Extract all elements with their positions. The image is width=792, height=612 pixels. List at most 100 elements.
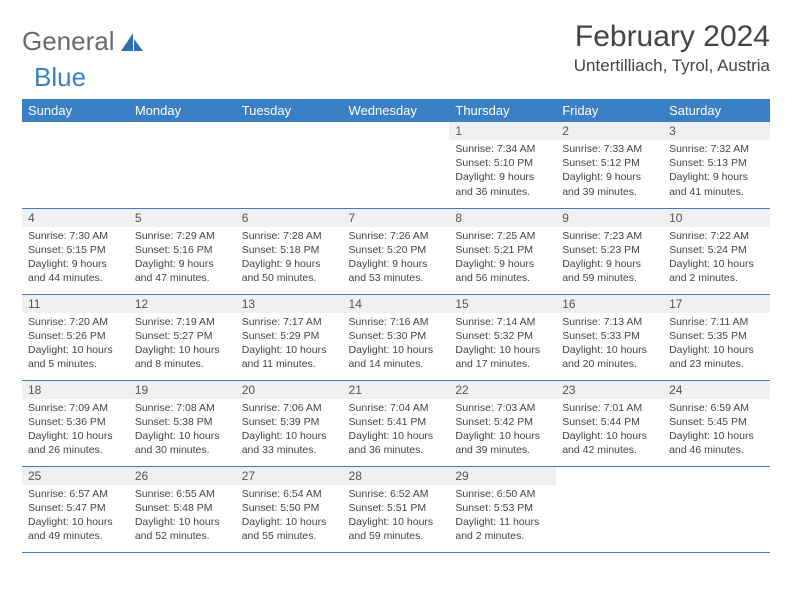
calendar-day-cell: 26Sunrise: 6:55 AMSunset: 5:48 PMDayligh… [129,466,236,552]
month-title: February 2024 [574,20,770,54]
day-details [129,140,236,146]
day-details: Sunrise: 7:26 AMSunset: 5:20 PMDaylight:… [343,227,450,290]
sunrise-text: Sunrise: 7:25 AM [455,229,550,243]
sunrise-text: Sunrise: 7:11 AM [669,315,764,329]
day-details: Sunrise: 7:01 AMSunset: 5:44 PMDaylight:… [556,399,663,462]
calendar-day-cell [663,466,770,552]
calendar-day-cell: 13Sunrise: 7:17 AMSunset: 5:29 PMDayligh… [236,294,343,380]
daylight-text: Daylight: 10 hours and 36 minutes. [349,429,444,457]
day-number: 21 [343,381,450,399]
sunset-text: Sunset: 5:12 PM [562,156,657,170]
day-number: 18 [22,381,129,399]
calendar-week-row: 11Sunrise: 7:20 AMSunset: 5:26 PMDayligh… [22,294,770,380]
sunrise-text: Sunrise: 6:50 AM [455,487,550,501]
day-number: 22 [449,381,556,399]
calendar-day-cell: 10Sunrise: 7:22 AMSunset: 5:24 PMDayligh… [663,208,770,294]
calendar-day-cell: 24Sunrise: 6:59 AMSunset: 5:45 PMDayligh… [663,380,770,466]
calendar-day-cell: 29Sunrise: 6:50 AMSunset: 5:53 PMDayligh… [449,466,556,552]
sunset-text: Sunset: 5:38 PM [135,415,230,429]
weekday-header: Sunday [22,99,129,122]
daylight-text: Daylight: 10 hours and 49 minutes. [28,515,123,543]
calendar-day-cell: 28Sunrise: 6:52 AMSunset: 5:51 PMDayligh… [343,466,450,552]
calendar-week-row: 1Sunrise: 7:34 AMSunset: 5:10 PMDaylight… [22,122,770,208]
calendar-day-cell: 15Sunrise: 7:14 AMSunset: 5:32 PMDayligh… [449,294,556,380]
day-number: 10 [663,209,770,227]
sunrise-text: Sunrise: 7:19 AM [135,315,230,329]
sunset-text: Sunset: 5:42 PM [455,415,550,429]
day-number: 6 [236,209,343,227]
day-number [236,122,343,140]
sunrise-text: Sunrise: 7:13 AM [562,315,657,329]
daylight-text: Daylight: 10 hours and 59 minutes. [349,515,444,543]
day-details: Sunrise: 7:09 AMSunset: 5:36 PMDaylight:… [22,399,129,462]
calendar-day-cell: 2Sunrise: 7:33 AMSunset: 5:12 PMDaylight… [556,122,663,208]
day-details: Sunrise: 6:57 AMSunset: 5:47 PMDaylight:… [22,485,129,548]
day-details: Sunrise: 7:30 AMSunset: 5:15 PMDaylight:… [22,227,129,290]
sunset-text: Sunset: 5:45 PM [669,415,764,429]
sunset-text: Sunset: 5:29 PM [242,329,337,343]
sunset-text: Sunset: 5:36 PM [28,415,123,429]
sunrise-text: Sunrise: 7:33 AM [562,142,657,156]
calendar-day-cell: 18Sunrise: 7:09 AMSunset: 5:36 PMDayligh… [22,380,129,466]
daylight-text: Daylight: 10 hours and 30 minutes. [135,429,230,457]
location-text: Untertilliach, Tyrol, Austria [574,56,770,76]
day-number: 14 [343,295,450,313]
day-details [236,140,343,146]
day-details [556,485,663,491]
sunset-text: Sunset: 5:23 PM [562,243,657,257]
sunrise-text: Sunrise: 7:23 AM [562,229,657,243]
daylight-text: Daylight: 10 hours and 14 minutes. [349,343,444,371]
sunset-text: Sunset: 5:20 PM [349,243,444,257]
brand-word-2: Blue [34,62,86,93]
sunrise-text: Sunrise: 7:22 AM [669,229,764,243]
calendar-day-cell: 22Sunrise: 7:03 AMSunset: 5:42 PMDayligh… [449,380,556,466]
day-details: Sunrise: 7:16 AMSunset: 5:30 PMDaylight:… [343,313,450,376]
day-details: Sunrise: 7:20 AMSunset: 5:26 PMDaylight:… [22,313,129,376]
calendar-day-cell: 9Sunrise: 7:23 AMSunset: 5:23 PMDaylight… [556,208,663,294]
calendar-table: Sunday Monday Tuesday Wednesday Thursday… [22,99,770,553]
day-number [556,467,663,485]
sunset-text: Sunset: 5:26 PM [28,329,123,343]
sunset-text: Sunset: 5:39 PM [242,415,337,429]
day-details: Sunrise: 7:25 AMSunset: 5:21 PMDaylight:… [449,227,556,290]
day-number: 20 [236,381,343,399]
day-number [22,122,129,140]
day-number: 23 [556,381,663,399]
calendar-day-cell: 3Sunrise: 7:32 AMSunset: 5:13 PMDaylight… [663,122,770,208]
calendar-day-cell: 19Sunrise: 7:08 AMSunset: 5:38 PMDayligh… [129,380,236,466]
day-details: Sunrise: 7:33 AMSunset: 5:12 PMDaylight:… [556,140,663,203]
sunset-text: Sunset: 5:27 PM [135,329,230,343]
day-number [343,122,450,140]
weekday-header: Friday [556,99,663,122]
day-number: 27 [236,467,343,485]
calendar-day-cell: 17Sunrise: 7:11 AMSunset: 5:35 PMDayligh… [663,294,770,380]
day-details: Sunrise: 7:19 AMSunset: 5:27 PMDaylight:… [129,313,236,376]
weekday-header: Tuesday [236,99,343,122]
daylight-text: Daylight: 9 hours and 41 minutes. [669,170,764,198]
sunset-text: Sunset: 5:51 PM [349,501,444,515]
calendar-day-cell: 7Sunrise: 7:26 AMSunset: 5:20 PMDaylight… [343,208,450,294]
sunset-text: Sunset: 5:21 PM [455,243,550,257]
day-number [129,122,236,140]
sunrise-text: Sunrise: 6:52 AM [349,487,444,501]
calendar-day-cell [236,122,343,208]
sunset-text: Sunset: 5:16 PM [135,243,230,257]
sunrise-text: Sunrise: 7:06 AM [242,401,337,415]
calendar-day-cell: 23Sunrise: 7:01 AMSunset: 5:44 PMDayligh… [556,380,663,466]
daylight-text: Daylight: 9 hours and 59 minutes. [562,257,657,285]
day-number: 1 [449,122,556,140]
day-details: Sunrise: 7:11 AMSunset: 5:35 PMDaylight:… [663,313,770,376]
daylight-text: Daylight: 10 hours and 55 minutes. [242,515,337,543]
sunrise-text: Sunrise: 7:01 AM [562,401,657,415]
day-number: 16 [556,295,663,313]
calendar-day-cell: 16Sunrise: 7:13 AMSunset: 5:33 PMDayligh… [556,294,663,380]
daylight-text: Daylight: 10 hours and 8 minutes. [135,343,230,371]
weekday-header: Wednesday [343,99,450,122]
sunset-text: Sunset: 5:10 PM [455,156,550,170]
sunrise-text: Sunrise: 7:04 AM [349,401,444,415]
brand-logo: General [22,20,147,57]
calendar-day-cell: 27Sunrise: 6:54 AMSunset: 5:50 PMDayligh… [236,466,343,552]
daylight-text: Daylight: 10 hours and 39 minutes. [455,429,550,457]
day-details: Sunrise: 6:52 AMSunset: 5:51 PMDaylight:… [343,485,450,548]
day-number: 24 [663,381,770,399]
